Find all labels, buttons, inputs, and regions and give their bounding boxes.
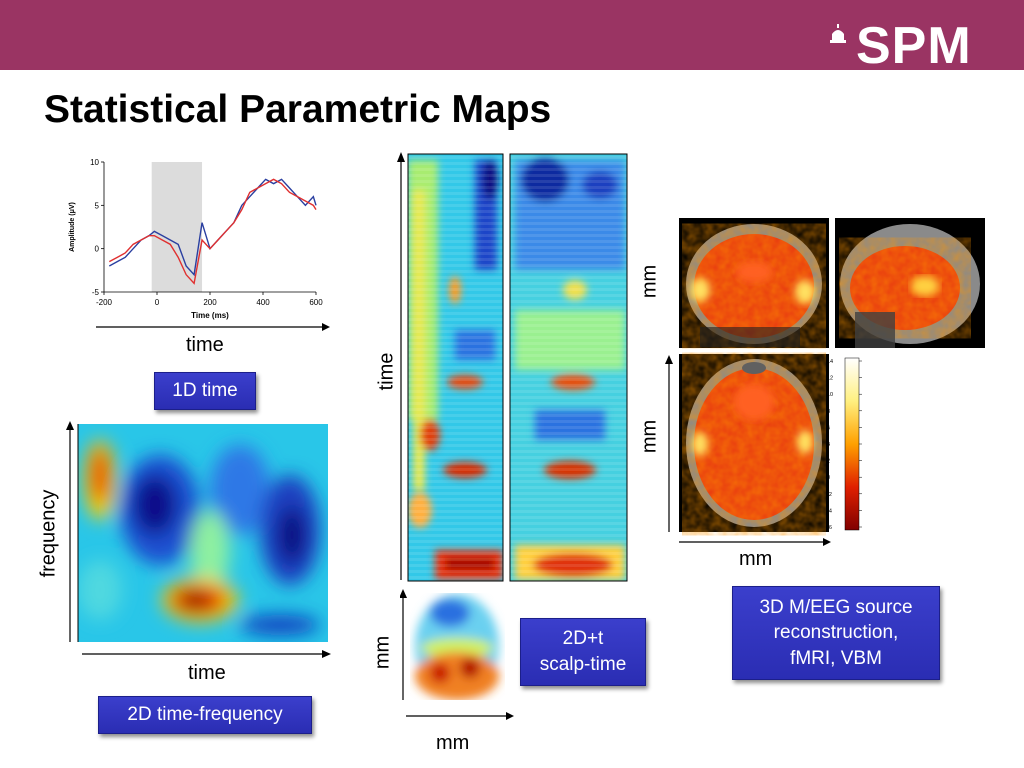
colorbar: 14 12 10 8 6 4 2 0 -2 -4 -6 [827, 356, 990, 532]
scalp-time-maps [397, 152, 628, 582]
axis-label-time-1d: time [186, 334, 224, 356]
colorbar-tick-label: 4 [827, 442, 830, 448]
arrowhead-icon [665, 355, 673, 364]
tag-2d-time-frequency: 2D time-frequency [98, 696, 312, 734]
axis-label-time-2d: time [188, 662, 226, 684]
spm-logo: SPM [828, 17, 1008, 75]
colorbar-tick-label: -6 [827, 525, 832, 531]
x-tick-label: 0 [155, 298, 160, 307]
time-frequency-panel [66, 421, 331, 658]
axis-label-mm-bottom: mm [739, 548, 773, 570]
axis-label-mm-scalp-y: mm [371, 635, 394, 670]
capitol-icon [830, 24, 846, 43]
scalp-time-map-left [407, 153, 504, 582]
arrowhead-icon [322, 650, 331, 658]
colorbar-tick-label: 0 [827, 475, 830, 481]
colorbar-tick-label: 10 [827, 392, 833, 398]
y-tick-label: 5 [95, 201, 100, 210]
brain-sagittal-view [835, 218, 985, 348]
x-tick-label: 200 [203, 298, 217, 307]
y-tick-label: 10 [90, 158, 99, 167]
y-tick-label: -5 [92, 288, 100, 297]
x-axis-title: Time (ms) [191, 311, 229, 320]
brain-coronal-view [679, 218, 829, 348]
header-bar [0, 0, 1024, 70]
x-tick-label: 600 [309, 298, 323, 307]
axis-label-mm-scalp-x: mm [436, 732, 470, 754]
tag-3d-source-reconstruction: 3D M/EEG source reconstruction, fMRI, VB… [732, 586, 940, 680]
series-line-2 [108, 178, 317, 285]
series-line-1 [108, 178, 317, 277]
colorbar-tick-label: 6 [827, 425, 830, 431]
arrowhead-icon [506, 712, 514, 720]
scalp-time-map-right [509, 153, 628, 582]
chart-1d-time: -200 0 200 400 600 -5 0 5 10 Time (ms) Amplitude (… [69, 158, 330, 331]
logo-text: SPM [856, 17, 972, 75]
y-tick-label: 0 [95, 245, 100, 254]
colorbar-tick-label: 2 [827, 459, 830, 465]
axis-label-mm-top: mm [638, 264, 661, 299]
arrowhead-icon [397, 152, 405, 162]
scalp-map-small [400, 589, 514, 720]
shaded-interval [151, 162, 203, 292]
brain-maps-3d: 14 12 10 8 6 4 2 0 -2 -4 -6 [665, 218, 990, 546]
arrowhead-icon [66, 421, 74, 430]
x-tick-label: 400 [256, 298, 270, 307]
x-tick-label: -200 [96, 298, 113, 307]
axis-label-mm-mid: mm [638, 419, 661, 454]
tag-2dt-scalp-time: 2D+t scalp-time [520, 618, 646, 686]
arrowhead-icon [823, 538, 831, 546]
axis-label-time-scalp: time [375, 352, 398, 391]
colorbar-tick-label: -4 [827, 508, 832, 514]
colorbar-tick-label: 8 [827, 409, 830, 415]
tag-1d-time: 1D time [154, 372, 256, 410]
brain-axial-view [679, 354, 829, 532]
y-axis-title: Amplitude (μV) [69, 202, 76, 252]
page-title: Statistical Parametric Maps [44, 88, 552, 131]
arrowhead-icon [400, 589, 407, 598]
colorbar-tick-label: 14 [827, 359, 833, 365]
colorbar-tick-label: 12 [827, 376, 833, 382]
axis-label-frequency: frequency [37, 489, 60, 578]
arrowhead-icon [322, 323, 330, 331]
colorbar-tick-label: -2 [827, 492, 832, 498]
